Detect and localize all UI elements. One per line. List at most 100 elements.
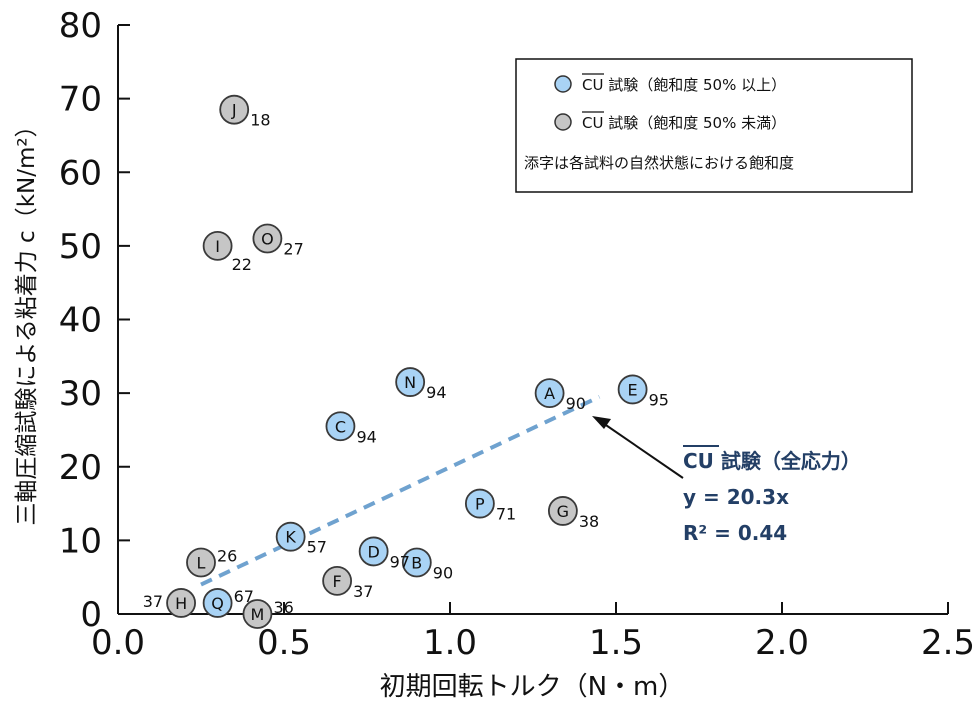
point-id-label: E: [628, 380, 638, 399]
data-point-B: B 90: [401, 547, 453, 582]
point-saturation-label: 38: [579, 512, 599, 531]
y-tick-label: 50: [59, 227, 102, 267]
point-marker: [322, 565, 353, 596]
point-id-label: K: [285, 528, 296, 547]
trend-line: [200, 394, 601, 587]
point-id-label: N: [404, 373, 416, 392]
legend-box: [515, 58, 913, 193]
point-marker: [252, 223, 283, 254]
x-tick-label: 1.5: [589, 623, 643, 663]
data-point-P: P 71: [464, 488, 516, 524]
data-point-D: D 97: [358, 536, 410, 571]
legend-label-low: CU 試験（飽和度 50% 未満）: [582, 114, 786, 132]
data-point-G: G 38: [547, 496, 599, 531]
y-tick-label: 70: [59, 80, 102, 120]
point-saturation-label: 90: [566, 394, 586, 413]
data-point-A: A 90: [534, 378, 586, 413]
point-id-label: P: [475, 495, 485, 514]
point-id-label: F: [333, 572, 342, 591]
point-marker: [534, 378, 565, 409]
point-saturation-label: 26: [217, 546, 237, 565]
point-id-label: A: [544, 384, 555, 403]
point-saturation-label: 22: [232, 255, 252, 274]
point-marker: [325, 411, 356, 442]
data-point-K: K 57: [275, 521, 327, 557]
data-point-L: L 26: [186, 546, 237, 578]
annotation-arrow: [599, 420, 684, 479]
x-axis-title: 初期回転トルク（N・m）: [380, 672, 685, 702]
point-marker: [202, 588, 233, 618]
annotation-r2: R² = 0.44: [683, 521, 787, 545]
data-point-O: O 27: [252, 223, 304, 259]
data-point-H: H 37: [143, 588, 196, 618]
point-marker: [401, 547, 432, 578]
point-marker: [395, 367, 426, 397]
point-saturation-label: 67: [234, 587, 254, 606]
point-id-label: G: [557, 502, 569, 521]
point-id-label: B: [411, 553, 422, 572]
data-point-E: E 95: [617, 374, 669, 409]
point-saturation-label: 94: [426, 383, 446, 402]
data-point-J: J 18: [219, 94, 271, 130]
y-axis-title: 三軸圧縮試験による粘着力 c（kN/m²）: [14, 114, 40, 525]
data-points: A 90 B 90 C 94 D 97 E 95 K 57 N 94 P 71 Q 67 F 37 G 38 H 37 I 22 J…: [143, 94, 669, 629]
point-marker: [358, 536, 389, 567]
point-id-label: J: [231, 101, 237, 120]
point-saturation-label: 37: [143, 592, 163, 611]
y-tick-label: 20: [59, 448, 102, 488]
point-saturation-label: 18: [250, 111, 270, 130]
legend-marker-high: [554, 75, 572, 93]
annotation-arrowhead: [592, 416, 611, 429]
point-id-label: M: [251, 605, 265, 624]
point-marker: [166, 588, 196, 618]
x-tick-label: 2.0: [755, 623, 809, 663]
annotation-title: CU 試験（全応力）: [683, 449, 861, 473]
point-id-label: L: [197, 553, 206, 572]
point-id-label: C: [335, 417, 346, 436]
point-marker: [186, 547, 216, 578]
legend-marker-low: [554, 113, 572, 131]
point-id-label: I: [215, 237, 220, 256]
data-point-F: F 37: [322, 565, 373, 601]
point-id-label: D: [367, 542, 379, 561]
point-id-label: H: [175, 594, 187, 613]
x-tick-label: 0.0: [91, 623, 145, 663]
legend: CU 試験（飽和度 50% 以上） CU 試験（飽和度 50% 未満） 添字は各…: [515, 58, 913, 193]
point-saturation-label: 95: [649, 390, 669, 409]
y-tick-label: 40: [59, 301, 102, 341]
point-saturation-label: 90: [433, 563, 453, 582]
x-tick-label: 2.5: [921, 623, 973, 663]
y-tick-label: 0: [80, 595, 102, 635]
point-saturation-label: 37: [353, 582, 373, 601]
y-tick-label: 80: [59, 6, 102, 46]
y-tick-label: 10: [59, 521, 102, 561]
point-id-label: O: [261, 230, 274, 249]
point-id-label: Q: [211, 594, 224, 613]
point-marker: [547, 496, 578, 526]
point-marker: [464, 488, 495, 519]
point-saturation-label: 36: [273, 598, 293, 617]
point-saturation-label: 27: [283, 240, 303, 259]
y-tick-label: 60: [59, 153, 102, 193]
point-marker: [617, 374, 648, 405]
data-point-C: C 94: [325, 411, 377, 446]
x-ticks: 0.0 0.5 1.0 1.5 2.0 2.5: [91, 602, 973, 663]
y-tick-label: 30: [59, 374, 102, 414]
y-ticks: 0 10 20 30 40 50 60 70 80: [59, 6, 130, 635]
annotation-equation: y = 20.3x: [683, 485, 789, 509]
data-point-N: N 94: [395, 367, 447, 402]
point-marker: [202, 230, 233, 261]
data-point-I: I 22: [202, 230, 252, 274]
point-saturation-label: 57: [307, 538, 327, 557]
point-marker: [275, 521, 306, 552]
x-tick-label: 1.0: [423, 623, 477, 663]
x-tick-label: 0.5: [257, 623, 311, 663]
point-saturation-label: 94: [356, 427, 376, 446]
legend-label-high: CU 試験（飽和度 50% 以上）: [582, 76, 786, 94]
legend-note: 添字は各試料の自然状態における飽和度: [524, 154, 794, 172]
data-point-M: M 36: [242, 598, 294, 629]
data-point-Q: Q 67: [202, 587, 254, 618]
point-marker: [219, 94, 250, 125]
point-saturation-label: 71: [496, 505, 516, 524]
